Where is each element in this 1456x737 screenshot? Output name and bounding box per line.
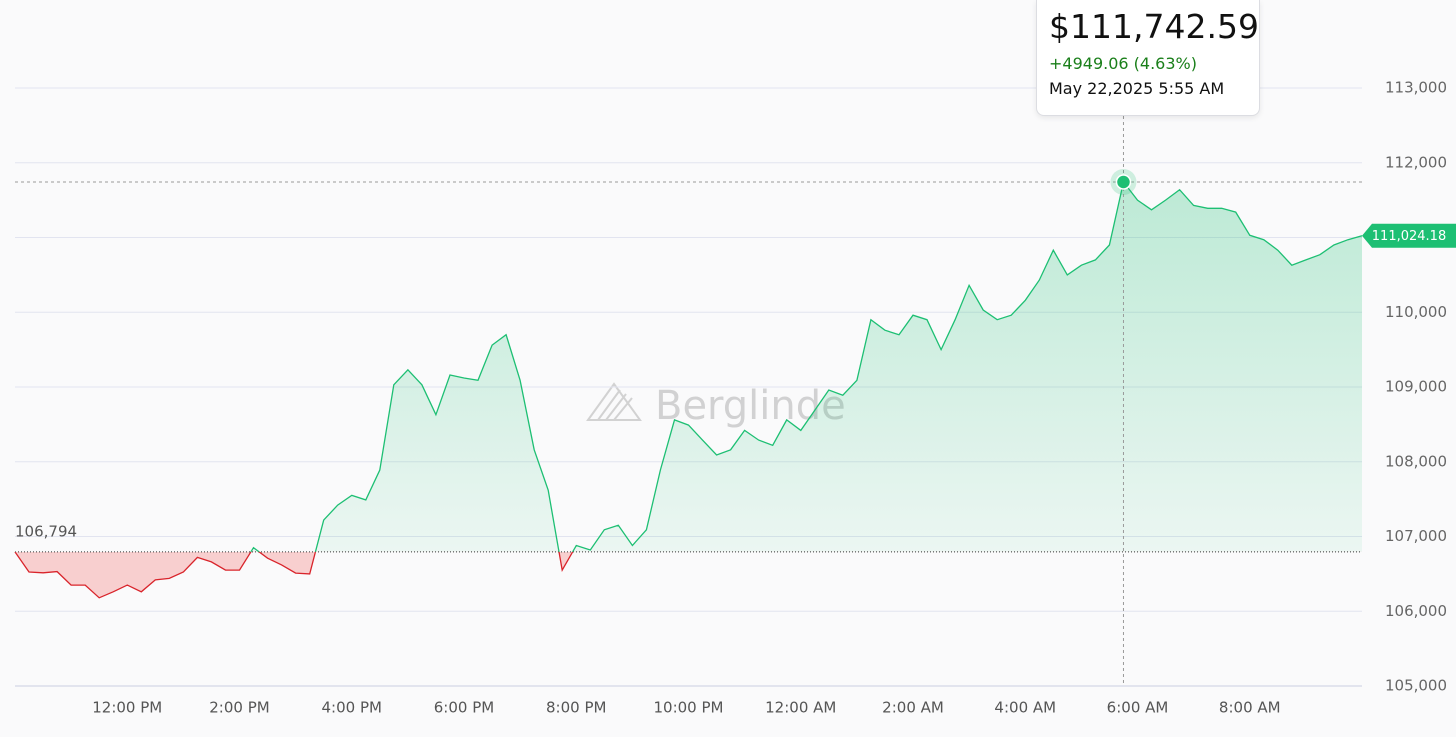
x-tick-label: 4:00 PM — [322, 699, 382, 717]
x-tick-label: 4:00 AM — [994, 699, 1056, 717]
tooltip: $111,742.59 +4949.06 (4.63%) May 22,2025… — [1036, 0, 1260, 116]
y-tick-label: 106,000 — [1385, 602, 1447, 620]
x-tick-label: 12:00 AM — [765, 699, 836, 717]
highlight-point — [1115, 174, 1132, 190]
y-tick-label: 105,000 — [1385, 677, 1447, 695]
x-tick-label: 6:00 AM — [1107, 699, 1169, 717]
current-price-tag — [1362, 223, 1456, 248]
x-tick-label: 10:00 PM — [654, 699, 724, 717]
y-tick-label: 113,000 — [1385, 79, 1447, 97]
x-tick-label: 6:00 PM — [434, 699, 494, 717]
x-tick-label: 2:00 AM — [882, 699, 944, 717]
tooltip-date: May 22,2025 5:55 AM — [1049, 79, 1225, 98]
x-tick-label: 8:00 AM — [1219, 699, 1281, 717]
y-tick-label: 107,000 — [1385, 527, 1447, 545]
area-above — [15, 182, 1362, 552]
baseline-label: 106,794 — [15, 522, 77, 540]
tooltip-price: $111,742.59 — [1049, 7, 1259, 46]
current-price-label: 111,024.18 — [1372, 229, 1446, 244]
y-tick-label: 109,000 — [1385, 378, 1447, 396]
x-tick-label: 8:00 PM — [546, 699, 606, 717]
y-tick-label: 112,000 — [1385, 153, 1447, 171]
price-line-below — [14, 551, 574, 599]
tooltip-change: +4949.06 (4.63%) — [1049, 54, 1197, 73]
area-below — [15, 551, 573, 598]
price-line — [15, 180, 1363, 552]
x-tick-label: 2:00 PM — [209, 699, 269, 717]
y-tick-label: 108,000 — [1385, 452, 1447, 470]
x-tick-label: 12:00 PM — [92, 699, 162, 717]
y-tick-label: 110,000 — [1385, 303, 1447, 321]
